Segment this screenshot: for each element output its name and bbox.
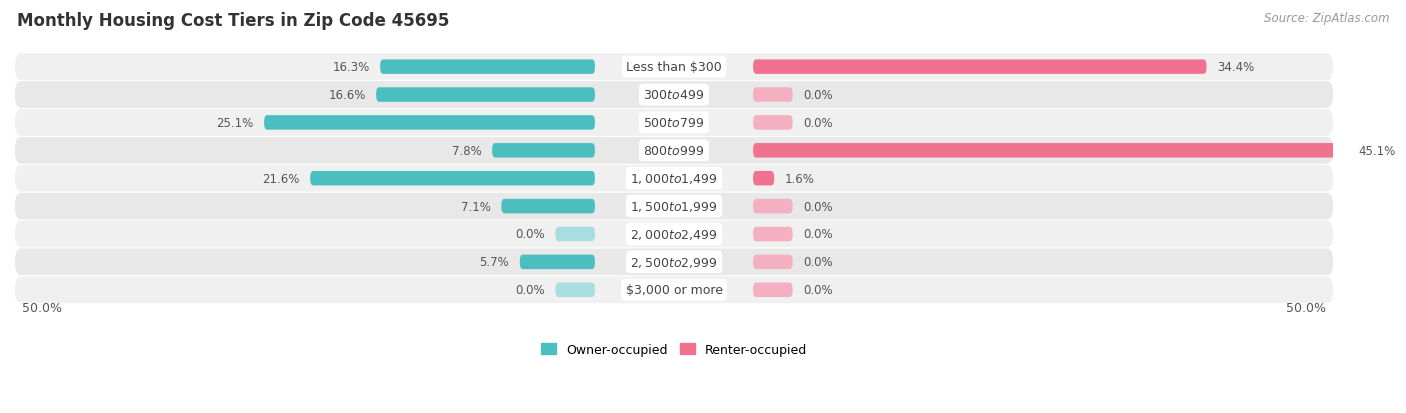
FancyBboxPatch shape bbox=[15, 277, 1333, 304]
FancyBboxPatch shape bbox=[754, 255, 793, 269]
Text: 0.0%: 0.0% bbox=[515, 284, 546, 297]
FancyBboxPatch shape bbox=[555, 227, 595, 242]
FancyBboxPatch shape bbox=[520, 255, 595, 269]
FancyBboxPatch shape bbox=[754, 283, 793, 297]
Text: Less than $300: Less than $300 bbox=[626, 61, 721, 74]
FancyBboxPatch shape bbox=[15, 193, 1333, 220]
FancyBboxPatch shape bbox=[15, 138, 1333, 164]
Text: 0.0%: 0.0% bbox=[803, 284, 832, 297]
Text: 21.6%: 21.6% bbox=[263, 172, 299, 185]
Text: 0.0%: 0.0% bbox=[803, 116, 832, 130]
FancyBboxPatch shape bbox=[264, 116, 595, 131]
Text: 45.1%: 45.1% bbox=[1358, 145, 1395, 157]
Text: Monthly Housing Cost Tiers in Zip Code 45695: Monthly Housing Cost Tiers in Zip Code 4… bbox=[17, 12, 450, 30]
FancyBboxPatch shape bbox=[311, 171, 595, 186]
FancyBboxPatch shape bbox=[754, 144, 1347, 158]
Text: 50.0%: 50.0% bbox=[1286, 301, 1326, 314]
Text: $1,000 to $1,499: $1,000 to $1,499 bbox=[630, 172, 718, 186]
Text: $500 to $799: $500 to $799 bbox=[644, 116, 704, 130]
Text: 1.6%: 1.6% bbox=[785, 172, 814, 185]
Text: 7.1%: 7.1% bbox=[461, 200, 491, 213]
Text: 34.4%: 34.4% bbox=[1218, 61, 1254, 74]
Text: $300 to $499: $300 to $499 bbox=[644, 89, 704, 102]
FancyBboxPatch shape bbox=[754, 227, 793, 242]
Text: $2,000 to $2,499: $2,000 to $2,499 bbox=[630, 228, 718, 241]
Text: $1,500 to $1,999: $1,500 to $1,999 bbox=[630, 199, 718, 214]
FancyBboxPatch shape bbox=[380, 60, 595, 75]
Text: 0.0%: 0.0% bbox=[515, 228, 546, 241]
Text: $800 to $999: $800 to $999 bbox=[644, 145, 704, 157]
FancyBboxPatch shape bbox=[15, 166, 1333, 192]
FancyBboxPatch shape bbox=[754, 199, 793, 214]
Text: $3,000 or more: $3,000 or more bbox=[626, 284, 723, 297]
Text: 16.3%: 16.3% bbox=[332, 61, 370, 74]
Text: 50.0%: 50.0% bbox=[21, 301, 62, 314]
FancyBboxPatch shape bbox=[15, 249, 1333, 275]
FancyBboxPatch shape bbox=[754, 60, 1206, 75]
FancyBboxPatch shape bbox=[377, 88, 595, 102]
FancyBboxPatch shape bbox=[555, 283, 595, 297]
FancyBboxPatch shape bbox=[492, 144, 595, 158]
Text: 0.0%: 0.0% bbox=[803, 256, 832, 269]
Text: $2,500 to $2,999: $2,500 to $2,999 bbox=[630, 255, 718, 269]
FancyBboxPatch shape bbox=[15, 110, 1333, 136]
Legend: Owner-occupied, Renter-occupied: Owner-occupied, Renter-occupied bbox=[536, 338, 813, 361]
Text: 7.8%: 7.8% bbox=[451, 145, 482, 157]
Text: 0.0%: 0.0% bbox=[803, 200, 832, 213]
Text: Source: ZipAtlas.com: Source: ZipAtlas.com bbox=[1264, 12, 1389, 25]
FancyBboxPatch shape bbox=[754, 88, 793, 102]
Text: 16.6%: 16.6% bbox=[328, 89, 366, 102]
FancyBboxPatch shape bbox=[15, 54, 1333, 81]
Text: 5.7%: 5.7% bbox=[479, 256, 509, 269]
Text: 0.0%: 0.0% bbox=[803, 89, 832, 102]
FancyBboxPatch shape bbox=[754, 116, 793, 131]
Text: 25.1%: 25.1% bbox=[217, 116, 253, 130]
Text: 0.0%: 0.0% bbox=[803, 228, 832, 241]
FancyBboxPatch shape bbox=[15, 221, 1333, 248]
FancyBboxPatch shape bbox=[502, 199, 595, 214]
FancyBboxPatch shape bbox=[15, 82, 1333, 109]
FancyBboxPatch shape bbox=[754, 171, 775, 186]
